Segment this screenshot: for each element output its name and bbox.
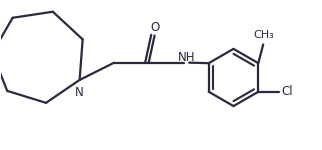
Text: O: O	[150, 21, 159, 34]
Text: Cl: Cl	[281, 85, 293, 98]
Text: CH₃: CH₃	[254, 30, 275, 40]
Text: NH: NH	[177, 51, 195, 64]
Text: N: N	[75, 86, 84, 99]
